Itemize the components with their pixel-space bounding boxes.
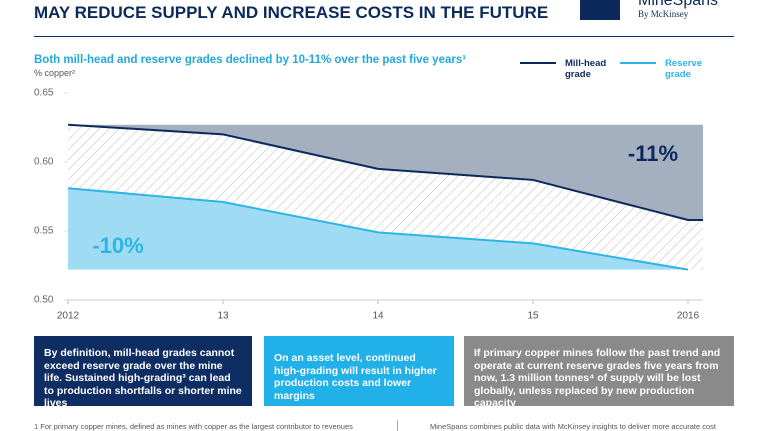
reserve-area [68, 188, 688, 270]
footnote: 1 For primary copper mines, defined as m… [34, 422, 353, 431]
x-tick-label: 13 [217, 311, 229, 322]
annotation: -11% [628, 141, 678, 166]
y-tick-label: 0.50 [34, 295, 54, 306]
y-tick-label: 0.65 [34, 88, 54, 99]
hatch-area [68, 124, 703, 270]
logo-mark [580, 0, 620, 20]
x-tick-label: 2016 [677, 311, 700, 322]
slide-title: MAY REDUCE SUPPLY AND INCREASE COSTS IN … [34, 3, 549, 22]
series-line [67, 187, 689, 271]
y-tick-label: 0.60 [34, 157, 54, 168]
legend-label: Mill-head grade [565, 58, 607, 80]
logo: MineSpans [638, 0, 719, 9]
legend-label: Reserve grade [665, 58, 702, 80]
callout-box: On an asset level, continued high-gradin… [264, 336, 454, 406]
x-tick-label: 15 [527, 311, 539, 322]
y-label: % copper² [34, 68, 76, 78]
chart: 0.50 0.55 0.60 0.65 2012 13 14 15 2016 -11% -10% [34, 88, 703, 322]
logo-sub: By McKinsey [638, 9, 689, 19]
rule [34, 36, 734, 37]
gap-area [68, 124, 703, 220]
divider [397, 420, 398, 431]
x-tick-label: 2012 [57, 311, 80, 322]
callout-box: By definition, mill-head grades cannot e… [34, 336, 252, 409]
y-tick-label: 0.55 [34, 226, 54, 237]
footnote: MineSpans combines public data with McKi… [430, 422, 716, 431]
x-tick-label: 14 [372, 311, 384, 322]
annotation: -10% [92, 233, 143, 258]
legend-swatch [620, 62, 656, 64]
callout-box: If primary copper mines follow the past … [464, 336, 734, 409]
series-line [67, 123, 703, 221]
chart-title: Both mill-head and reserve grades declin… [34, 54, 467, 66]
legend-swatch [520, 62, 556, 64]
